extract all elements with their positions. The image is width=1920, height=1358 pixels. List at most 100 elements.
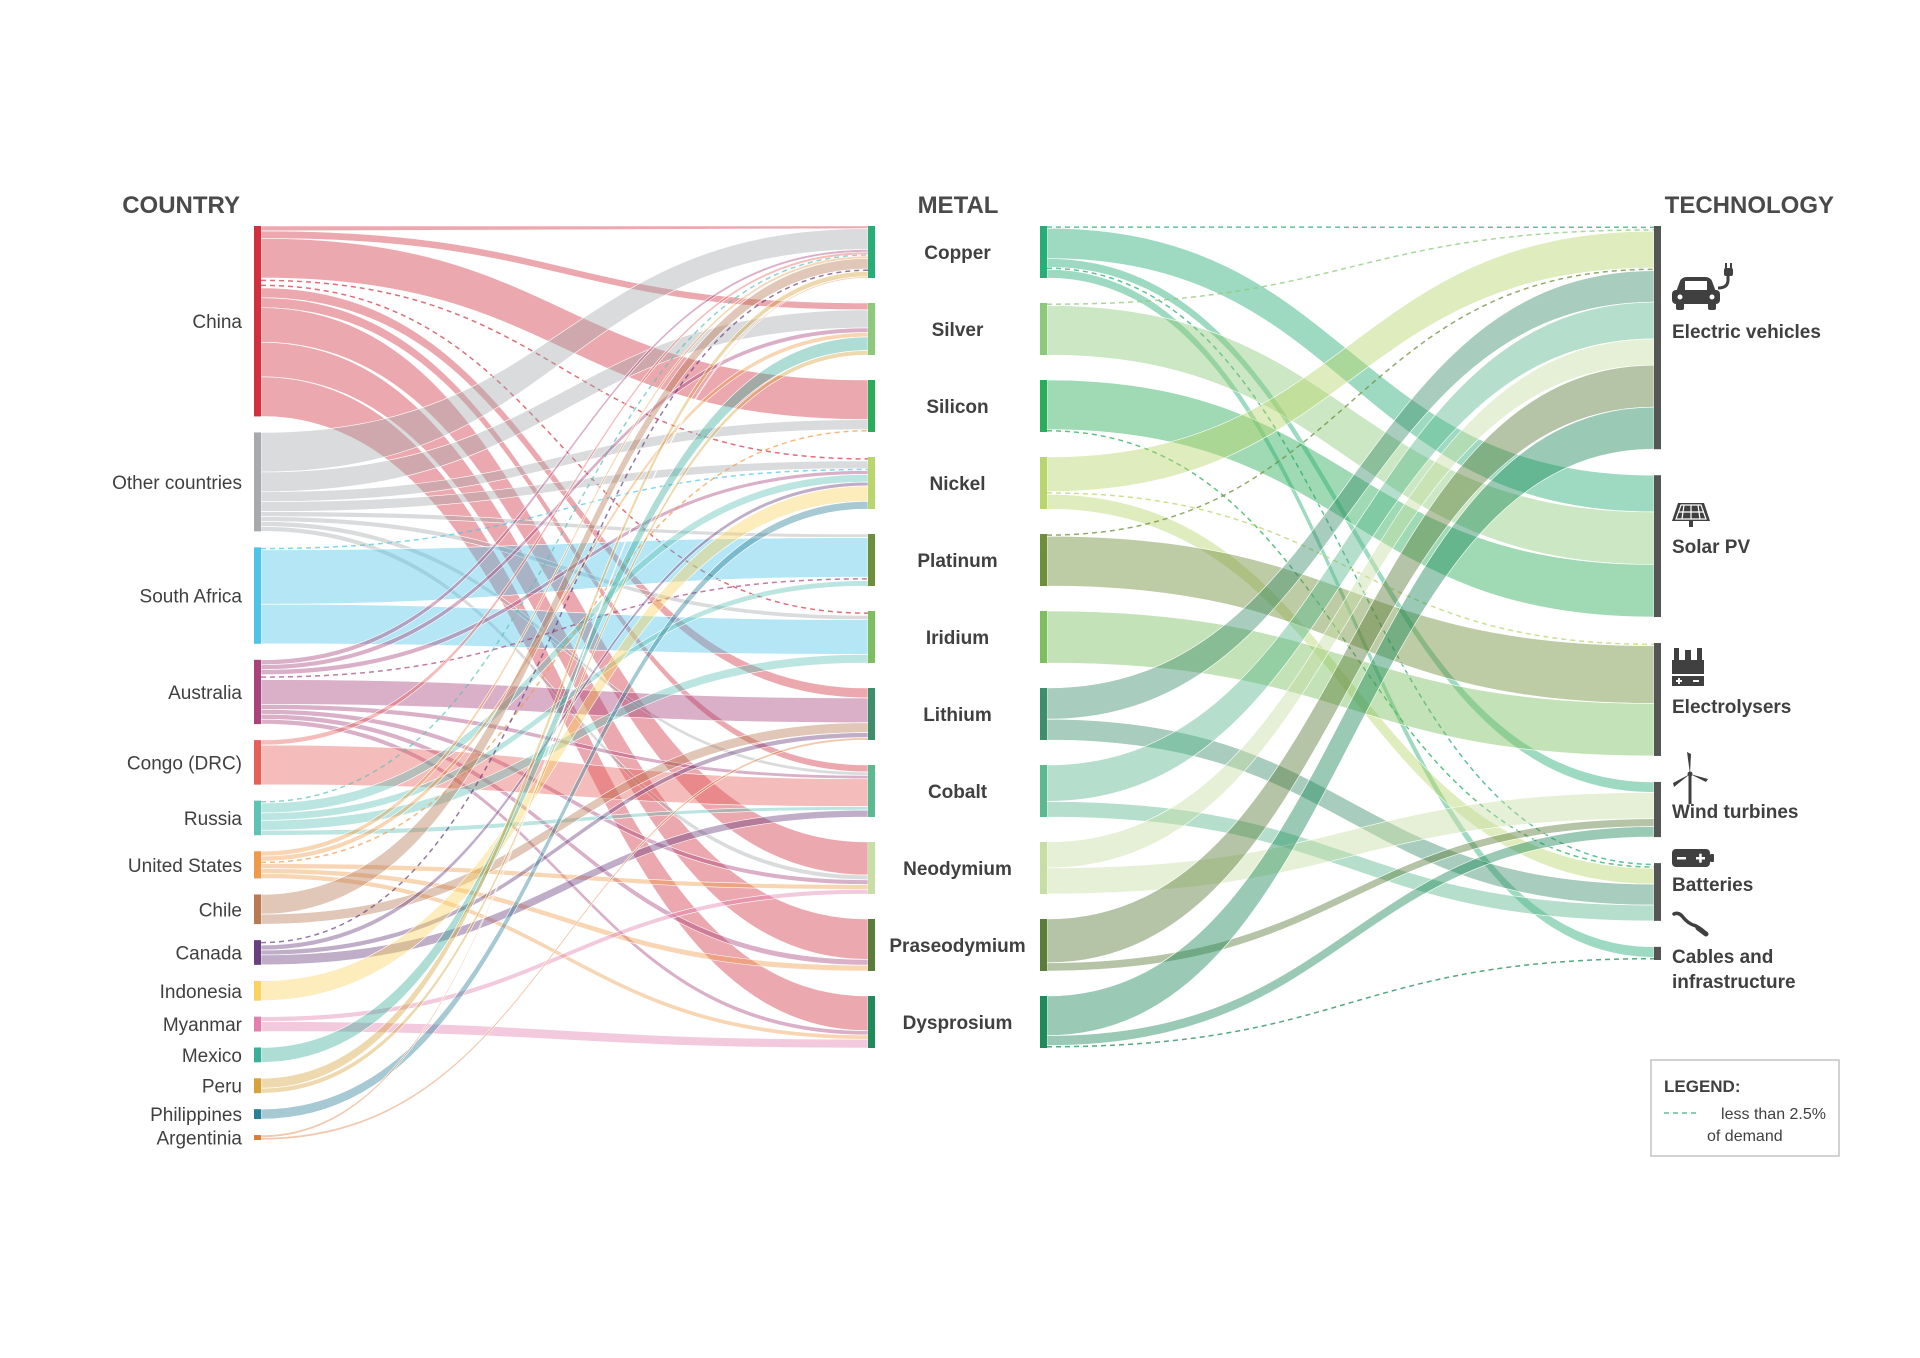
flow-link-minor xyxy=(1046,492,1655,646)
flow-link-minor xyxy=(260,430,869,864)
country-label-myanmar: Myanmar xyxy=(163,1015,243,1036)
metal-node-right-neodymium xyxy=(1040,842,1047,894)
metal-node-left-lithium xyxy=(868,688,875,740)
country-node-argentina xyxy=(254,1135,261,1140)
flow-link-minor xyxy=(1046,267,1655,866)
metal-label-platinum: Platinum xyxy=(917,551,997,572)
electrolyser-icon xyxy=(1672,648,1704,686)
metal-label-lithium: Lithium xyxy=(923,705,992,726)
technology-label-electrolysers: Electrolysers xyxy=(1672,697,1791,718)
metal-node-left-praseodymium xyxy=(868,919,875,971)
country-node-australia xyxy=(254,659,261,725)
car-charging-icon xyxy=(1672,263,1733,310)
country-label-philippines: Philippines xyxy=(150,1105,242,1126)
country-label-china: China xyxy=(192,312,242,333)
metal-node-left-dysprosium xyxy=(868,996,875,1048)
metal-node-left-silver xyxy=(868,303,875,355)
metal-label-nickel: Nickel xyxy=(930,474,986,495)
battery-icon xyxy=(1672,849,1714,867)
metal-nodes: Copper Silver Silicon Nickel Platinum Iridium… xyxy=(868,226,1047,1048)
country-node-mexico xyxy=(254,1047,261,1063)
country-node-russia xyxy=(254,800,261,836)
technology-column-header: TECHNOLOGY xyxy=(1665,192,1834,219)
metal-node-right-copper xyxy=(1040,226,1047,278)
metal-node-left-copper xyxy=(868,226,875,278)
country-label-southafrica: South Africa xyxy=(140,587,243,608)
technology-label-cables-line2: infrastructure xyxy=(1672,972,1796,993)
cable-icon xyxy=(1672,911,1709,937)
country-node-other xyxy=(254,432,261,532)
flow-link-minor xyxy=(1046,229,1655,305)
country-nodes: China Other countries South Africa Australi… xyxy=(112,226,261,1150)
technology-label-cables-line1: Cables and xyxy=(1672,947,1773,968)
technology-node-electrolysers xyxy=(1654,643,1661,756)
metal-node-right-iridium xyxy=(1040,611,1047,663)
technology-node-ev xyxy=(1654,226,1661,450)
country-label-canada: Canada xyxy=(175,943,242,964)
country-node-congo xyxy=(254,740,261,785)
country-label-peru: Peru xyxy=(202,1077,242,1098)
technology-nodes: Electric vehicles Solar PV Electrolysers Wi… xyxy=(1654,226,1821,993)
metal-node-right-silver xyxy=(1040,303,1047,355)
flow-link-minor xyxy=(1046,957,1655,1048)
metal-label-iridium: Iridium xyxy=(926,628,989,649)
metal-node-left-neodymium xyxy=(868,842,875,894)
country-metal-flows xyxy=(260,225,869,1141)
metal-column-header: METAL xyxy=(918,192,999,219)
country-label-australia: Australia xyxy=(168,683,242,704)
technology-label-solar: Solar PV xyxy=(1672,537,1750,558)
flow-link xyxy=(260,580,869,821)
metal-node-right-silicon xyxy=(1040,380,1047,432)
country-node-peru xyxy=(254,1078,261,1094)
metal-label-copper: Copper xyxy=(924,243,991,264)
metal-node-right-nickel xyxy=(1040,457,1047,509)
legend-frame xyxy=(1650,1059,1840,1157)
technology-node-wind xyxy=(1654,781,1661,838)
metal-label-silicon: Silicon xyxy=(926,397,988,418)
flow-link xyxy=(1046,826,1655,1046)
metal-label-neodymium: Neodymium xyxy=(903,859,1012,880)
country-node-canada xyxy=(254,940,261,965)
country-column-header: COUNTRY xyxy=(122,192,240,219)
metal-node-right-praseodymium xyxy=(1040,919,1047,971)
metal-label-cobalt: Cobalt xyxy=(928,782,988,803)
metal-node-left-cobalt xyxy=(868,765,875,817)
metal-label-praseodymium: Praseodymium xyxy=(889,936,1025,957)
metal-node-right-platinum xyxy=(1040,534,1047,586)
country-node-chile xyxy=(254,894,261,925)
metal-node-left-silicon xyxy=(868,380,875,432)
metal-node-left-nickel xyxy=(868,457,875,509)
flow-link-minor xyxy=(260,468,869,550)
country-node-china xyxy=(254,226,261,417)
country-node-southafrica xyxy=(254,547,261,644)
technology-label-batteries: Batteries xyxy=(1672,875,1753,896)
country-label-mexico: Mexico xyxy=(182,1046,242,1067)
metal-node-right-lithium xyxy=(1040,688,1047,740)
country-node-philippines xyxy=(254,1109,261,1120)
metal-label-silver: Silver xyxy=(932,320,984,341)
technology-node-solar xyxy=(1654,475,1661,618)
country-label-argentina: Argentinia xyxy=(156,1129,242,1150)
flow-link-minor xyxy=(260,254,869,803)
country-label-chile: Chile xyxy=(199,900,242,921)
country-node-indonesia xyxy=(254,980,261,1001)
metal-node-left-platinum xyxy=(868,534,875,586)
flow-link-minor xyxy=(1046,430,1655,868)
metal-label-dysprosium: Dysprosium xyxy=(903,1013,1013,1034)
country-node-myanmar xyxy=(254,1016,261,1032)
metal-node-left-iridium xyxy=(868,611,875,663)
legend-box: LEGEND: less than 2.5% of demand xyxy=(1650,1059,1840,1157)
country-label-us: United States xyxy=(128,856,242,877)
technology-node-batteries xyxy=(1654,863,1661,921)
technology-label-ev: Electric vehicles xyxy=(1672,322,1821,343)
flow-link xyxy=(1046,610,1655,757)
technology-icons xyxy=(1672,263,1733,937)
metal-node-right-dysprosium xyxy=(1040,996,1047,1048)
technology-node-cables xyxy=(1654,946,1661,960)
wind-turbine-icon xyxy=(1673,752,1708,804)
technology-label-wind: Wind turbines xyxy=(1672,802,1799,823)
flow-link-minor xyxy=(260,578,869,678)
country-label-other: Other countries xyxy=(112,473,242,494)
